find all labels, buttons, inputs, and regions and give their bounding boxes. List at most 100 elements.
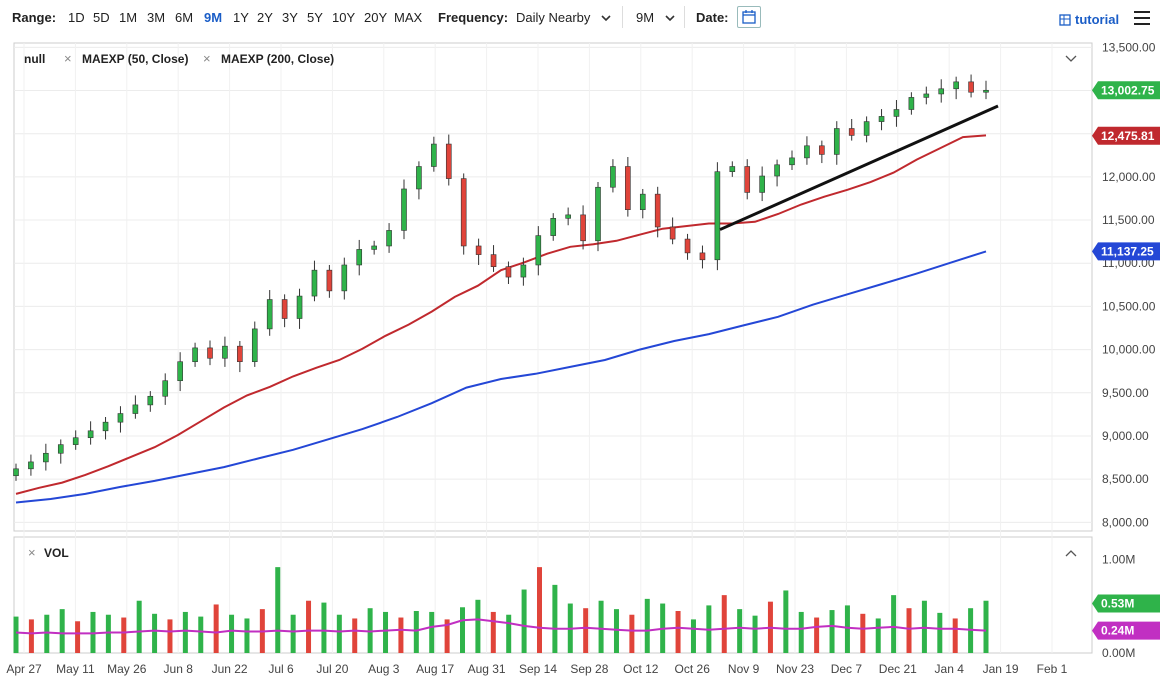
frequency-select[interactable]: Daily Nearby: [516, 10, 591, 25]
volume-bar: [105, 614, 111, 653]
volume-bar: [536, 567, 542, 653]
x-tick-label: Dec 21: [879, 662, 917, 676]
volume-bar: [229, 614, 235, 653]
calendar-button[interactable]: [737, 6, 761, 28]
calendar-icon: [742, 10, 756, 24]
volume-bar: [844, 605, 850, 653]
chevron-down-icon[interactable]: [1065, 55, 1077, 62]
candle: [132, 404, 139, 414]
x-tick-label: Dec 7: [831, 662, 863, 676]
chevron-down-icon[interactable]: [601, 15, 611, 22]
close-icon[interactable]: ×: [64, 51, 72, 66]
hamburger-menu-icon[interactable]: [1134, 11, 1150, 25]
volume-bar: [891, 595, 897, 653]
volume-bar: [75, 621, 81, 653]
candle: [654, 193, 661, 228]
x-tick-label: Nov 23: [776, 662, 814, 676]
x-tick-label: Sep 14: [519, 662, 557, 676]
candle: [804, 145, 810, 159]
candle: [908, 97, 915, 110]
candle: [983, 89, 989, 93]
x-tick-label: Jan 19: [983, 662, 1019, 676]
chevron-down-icon[interactable]: [665, 15, 675, 22]
range-2y[interactable]: 2Y: [257, 10, 273, 25]
x-tick-label: Jun 22: [212, 662, 248, 676]
candle: [341, 264, 348, 292]
tutorial-icon[interactable]: [1059, 14, 1071, 26]
volume-bar: [583, 608, 589, 653]
y-tick-label: 10,500.00: [1102, 299, 1156, 313]
range-1d[interactable]: 1D: [68, 10, 85, 25]
candle: [102, 421, 109, 432]
volume-bar: [306, 600, 312, 653]
x-tick-label: Nov 9: [728, 662, 760, 676]
candle: [833, 128, 840, 155]
candle: [759, 175, 765, 193]
candle: [416, 166, 422, 190]
last-price-tag-text: 13,002.75: [1101, 83, 1155, 97]
chevron-up-icon[interactable]: [1065, 550, 1077, 557]
y-tick-label: 9,500.00: [1102, 386, 1149, 400]
candle: [953, 81, 959, 90]
candle: [938, 88, 945, 95]
candle: [371, 245, 377, 250]
candle: [565, 214, 571, 219]
candle: [639, 193, 646, 210]
ma200-value-tag-text: 11,137.25: [1101, 244, 1154, 258]
volume-y-tick-label: 1.00M: [1102, 553, 1135, 567]
legend-symbol: null: [24, 52, 45, 66]
candle: [28, 461, 34, 470]
range-5d[interactable]: 5D: [93, 10, 110, 25]
volume-bar: [952, 618, 958, 653]
volume-panel-label: VOL: [44, 546, 69, 560]
volume-bar: [182, 611, 188, 653]
candle: [356, 249, 363, 266]
range-3y[interactable]: 3Y: [282, 10, 298, 25]
range-6m[interactable]: 6M: [175, 10, 194, 25]
candle: [13, 468, 19, 477]
ma50-value-tag: 12,475.81: [1092, 126, 1160, 145]
range-1y[interactable]: 1Y: [233, 10, 249, 25]
volume-bar: [829, 610, 835, 653]
candle: [520, 264, 527, 278]
range-3m[interactable]: 3M: [147, 10, 166, 25]
candle: [177, 361, 183, 382]
volume-bar: [644, 598, 650, 653]
x-tick-label: Jun 8: [164, 662, 194, 676]
volume-bar: [413, 611, 419, 653]
close-icon[interactable]: ×: [28, 545, 36, 560]
y-tick-label: 8,500.00: [1102, 472, 1149, 486]
candle: [207, 347, 213, 359]
price-chart[interactable]: 13,500.0013,000.0012,500.0012,000.0011,5…: [0, 34, 1162, 690]
candle: [281, 299, 288, 319]
x-tick-label: Oct 26: [675, 662, 711, 676]
volume-bar: [629, 614, 635, 653]
volume-bar: [244, 618, 250, 653]
tutorial-link[interactable]: tutorial: [1075, 12, 1120, 27]
x-tick-label: May 11: [56, 662, 95, 676]
volume-bar: [752, 615, 758, 653]
range-9m[interactable]: 9M: [204, 10, 223, 25]
candle: [923, 93, 930, 98]
range-20y[interactable]: 20Y: [364, 10, 388, 25]
volume-bar: [598, 600, 604, 653]
volume-bar: [429, 611, 435, 653]
x-tick-label: Aug 3: [368, 662, 400, 676]
date-label: Date:: [696, 10, 729, 25]
candle: [863, 121, 870, 136]
range-1m[interactable]: 1M: [119, 10, 138, 25]
volume-bar: [383, 611, 389, 653]
volume-bar: [59, 609, 65, 653]
candle: [744, 166, 751, 193]
price-panel: [13, 42, 1093, 532]
period-select[interactable]: 9M: [636, 10, 655, 25]
range-max[interactable]: MAX: [394, 10, 423, 25]
toolbar-divider: [684, 6, 685, 28]
candle: [147, 395, 154, 406]
volume-bar: [44, 614, 50, 653]
range-10y[interactable]: 10Y: [332, 10, 356, 25]
range-5y[interactable]: 5Y: [307, 10, 323, 25]
last-price-tag: 13,002.75: [1092, 81, 1160, 100]
close-icon[interactable]: ×: [203, 51, 211, 66]
trendline: [719, 104, 999, 231]
